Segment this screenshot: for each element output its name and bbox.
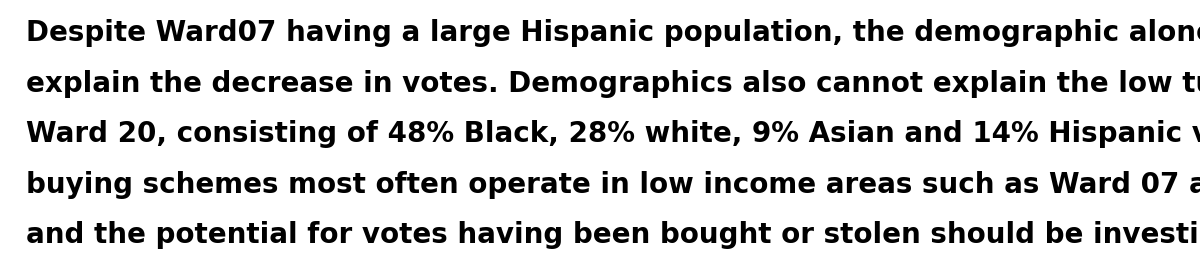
Text: buying schemes most often operate in low income areas such as Ward 07 and Ward 2: buying schemes most often operate in low… [26, 171, 1200, 199]
Text: and the potential for votes having been bought or stolen should be investigated.: and the potential for votes having been … [26, 221, 1200, 249]
Text: explain the decrease in votes. Demographics also cannot explain the low turnout : explain the decrease in votes. Demograph… [26, 70, 1200, 98]
Text: Ward 20, consisting of 48% Black, 28% white, 9% Asian and 14% Hispanic voters.  : Ward 20, consisting of 48% Black, 28% wh… [26, 120, 1200, 148]
Text: Despite Ward07 having a large Hispanic population, the demographic alone cannot: Despite Ward07 having a large Hispanic p… [26, 19, 1200, 47]
